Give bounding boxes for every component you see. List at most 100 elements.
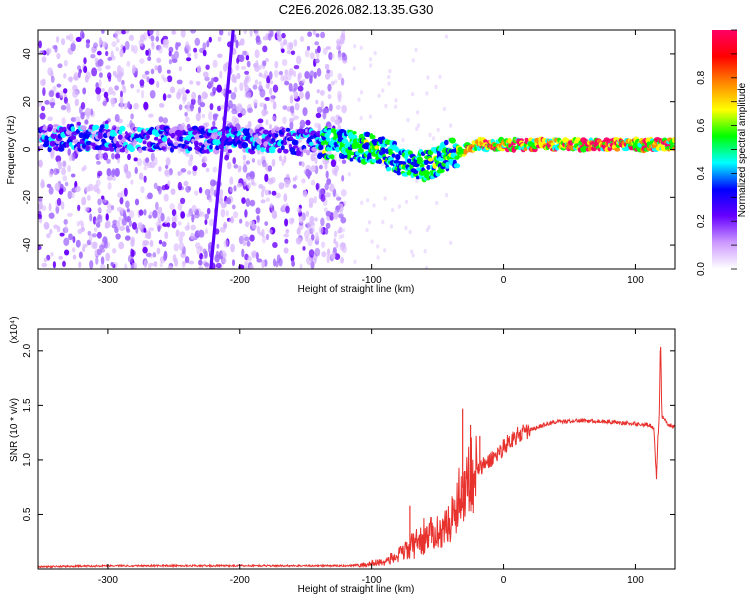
noise-speckle xyxy=(149,240,154,247)
noise-speckle xyxy=(105,213,109,221)
noise-speckle xyxy=(132,45,138,54)
noise-speckle xyxy=(291,260,295,267)
noise-speckle xyxy=(401,137,405,143)
noise-speckle xyxy=(178,104,183,111)
noise-speckle xyxy=(223,221,228,230)
noise-speckle xyxy=(251,158,255,163)
noise-speckle xyxy=(89,234,93,243)
spectrogram-x-ticks: -300 -200 -100 0 100 xyxy=(98,30,644,286)
noise-speckle xyxy=(325,170,329,179)
noise-speckle xyxy=(97,170,103,177)
noise-speckle xyxy=(205,228,208,235)
noise-speckle xyxy=(94,140,100,145)
carrier-blob xyxy=(283,148,289,154)
colorbar-tick-label: 0.0 xyxy=(696,262,707,276)
carrier-blob xyxy=(274,133,279,138)
noise-speckle xyxy=(46,183,52,188)
noise-speckle xyxy=(81,196,87,206)
noise-speckle xyxy=(55,206,60,215)
carrier-blob xyxy=(50,142,56,147)
noise-speckle xyxy=(86,194,91,201)
noise-speckle xyxy=(294,175,298,181)
noise-speckle xyxy=(210,179,216,187)
noise-speckle xyxy=(324,182,329,191)
carrier-blob xyxy=(179,147,186,152)
noise-speckle xyxy=(219,30,224,36)
noise-speckle xyxy=(309,215,315,224)
noise-speckle xyxy=(449,123,453,128)
carrier-blob xyxy=(445,164,450,169)
x-tick-label: -100 xyxy=(362,275,382,286)
noise-speckle xyxy=(423,249,427,254)
noise-speckle xyxy=(204,213,209,220)
noise-speckle xyxy=(123,102,128,110)
noise-speckle xyxy=(335,104,341,110)
noise-speckle xyxy=(366,198,370,203)
noise-speckle xyxy=(106,168,112,177)
carrier-blob xyxy=(364,142,371,148)
noise-speckle xyxy=(242,154,247,161)
noise-speckle xyxy=(157,64,162,74)
noise-speckle xyxy=(314,122,320,128)
noise-speckle xyxy=(114,30,119,40)
noise-speckle xyxy=(352,66,356,71)
noise-speckle xyxy=(190,98,196,106)
carrier-blob xyxy=(191,138,196,143)
noise-speckle xyxy=(41,205,47,212)
noise-speckle xyxy=(257,159,262,166)
noise-speckle xyxy=(317,45,321,54)
noise-speckle xyxy=(50,252,54,257)
noise-speckle xyxy=(404,199,409,204)
noise-speckle xyxy=(143,228,147,233)
noise-speckle xyxy=(326,69,331,74)
noise-speckle xyxy=(56,225,61,233)
noise-speckle xyxy=(159,262,163,268)
noise-speckle xyxy=(97,67,102,72)
noise-speckle xyxy=(252,251,257,256)
noise-speckle xyxy=(180,30,186,38)
noise-speckle xyxy=(274,60,279,69)
noise-speckle xyxy=(265,82,270,89)
noise-speckle xyxy=(116,38,120,43)
noise-speckle xyxy=(186,57,192,62)
noise-speckle xyxy=(284,80,290,86)
snr-frame xyxy=(37,328,676,570)
noise-speckle xyxy=(381,162,385,167)
noise-speckle xyxy=(75,36,82,43)
noise-speckle xyxy=(314,41,320,46)
noise-speckle xyxy=(169,203,175,211)
carrier-blob xyxy=(210,133,218,140)
noise-speckle xyxy=(55,155,62,163)
noise-speckle xyxy=(141,89,145,99)
noise-speckle xyxy=(217,36,222,42)
noise-speckle xyxy=(48,203,52,212)
noise-speckle xyxy=(309,75,313,84)
noise-speckle xyxy=(141,73,148,79)
noise-speckle xyxy=(216,84,222,93)
noise-speckle xyxy=(340,216,347,224)
noise-speckle xyxy=(223,201,228,207)
noise-speckle xyxy=(102,98,107,107)
noise-speckle xyxy=(249,264,254,269)
noise-speckle xyxy=(237,105,243,112)
noise-speckle xyxy=(147,56,152,62)
noise-speckle xyxy=(415,195,419,200)
noise-speckle xyxy=(143,175,147,183)
noise-speckle xyxy=(85,39,91,44)
noise-speckle xyxy=(278,257,283,267)
noise-speckle xyxy=(93,227,98,232)
noise-speckle xyxy=(397,204,401,209)
noise-speckle xyxy=(212,120,216,127)
carrier-blob xyxy=(285,127,291,132)
noise-speckle xyxy=(167,94,172,99)
noise-speckle xyxy=(128,220,133,227)
noise-speckle xyxy=(132,222,137,230)
carrier-blob xyxy=(330,154,335,160)
noise-speckle xyxy=(305,168,311,177)
noise-speckle xyxy=(329,69,334,78)
noise-speckle xyxy=(308,249,315,258)
carrier-blob xyxy=(507,137,512,144)
noise-speckle xyxy=(76,221,80,227)
noise-speckle xyxy=(62,260,66,267)
